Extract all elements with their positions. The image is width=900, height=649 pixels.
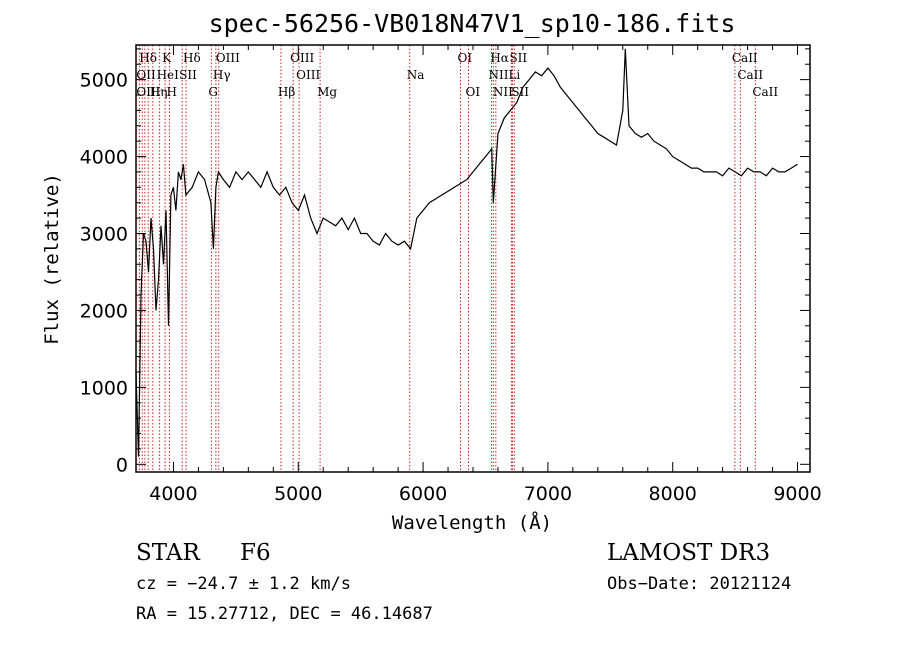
redshift-velocity: cz = −24.7 ± 1.2 km/s bbox=[136, 574, 351, 594]
line-label: Hδ bbox=[139, 51, 157, 65]
line-label: Na bbox=[407, 68, 425, 82]
x-tick-label: 8000 bbox=[649, 483, 697, 505]
coordinates: RA = 15.27712, DEC = 46.14687 bbox=[136, 604, 433, 624]
observation-date: Obs−Date: 20121124 bbox=[607, 574, 791, 594]
line-label: CaII bbox=[752, 85, 778, 99]
line-label: OI bbox=[458, 51, 473, 65]
line-label: SII bbox=[179, 68, 197, 82]
line-label: K bbox=[162, 51, 172, 65]
line-label: Hη bbox=[150, 85, 168, 99]
line-label: SII bbox=[509, 51, 527, 65]
line-label: HeI bbox=[157, 68, 180, 82]
line-label: H bbox=[166, 85, 176, 99]
line-label: NII bbox=[488, 68, 508, 82]
x-tick-label: 5000 bbox=[274, 483, 322, 505]
y-axis-label: Flux (relative) bbox=[41, 173, 63, 345]
spectrum-series-line bbox=[135, 48, 798, 457]
line-label: Hα bbox=[490, 51, 509, 65]
survey-name: LAMOST DR3 bbox=[607, 540, 770, 566]
line-label: Hγ bbox=[213, 68, 231, 82]
y-tick-label: 5000 bbox=[80, 70, 128, 92]
line-label: NII bbox=[493, 85, 513, 99]
line-label: G bbox=[208, 85, 218, 99]
y-tick-label: 2000 bbox=[80, 300, 128, 322]
y-axis-ticks: 0 1000 2000 3000 4000 5000 bbox=[80, 48, 810, 476]
line-label: OIII bbox=[296, 68, 320, 82]
x-axis-ticks: 4000 5000 6000 7000 8000 9000 bbox=[149, 45, 822, 505]
line-label: Li bbox=[508, 68, 520, 82]
line-label: OII bbox=[136, 68, 156, 82]
x-tick-label: 6000 bbox=[399, 483, 447, 505]
object-subclass: F6 bbox=[240, 540, 271, 566]
x-tick-label: 9000 bbox=[773, 483, 821, 505]
line-label: OIII bbox=[216, 51, 240, 65]
y-tick-label: 4000 bbox=[80, 147, 128, 169]
line-label: CaII bbox=[732, 51, 758, 65]
line-label: OIII bbox=[290, 51, 314, 65]
x-axis-label: Wavelength (Å) bbox=[392, 511, 552, 534]
x-tick-label: 7000 bbox=[524, 483, 572, 505]
y-tick-label: 0 bbox=[116, 454, 128, 476]
line-label: Hβ bbox=[278, 85, 295, 99]
object-class: STAR bbox=[136, 540, 200, 566]
chart-title: spec-56256-VB018N47V1_sp10-186.fits bbox=[209, 9, 736, 38]
x-tick-label: 4000 bbox=[149, 483, 197, 505]
line-label: Hδ bbox=[183, 51, 201, 65]
y-tick-label: 3000 bbox=[80, 223, 128, 245]
line-label: Mg bbox=[317, 85, 337, 99]
line-label: CaII bbox=[737, 68, 763, 82]
emission-line-markers bbox=[138, 45, 756, 472]
y-tick-label: 1000 bbox=[80, 377, 128, 399]
line-label: OIII bbox=[136, 85, 160, 99]
plot-frame bbox=[135, 44, 811, 473]
line-label: OI bbox=[466, 85, 481, 99]
line-label: SII bbox=[511, 85, 529, 99]
